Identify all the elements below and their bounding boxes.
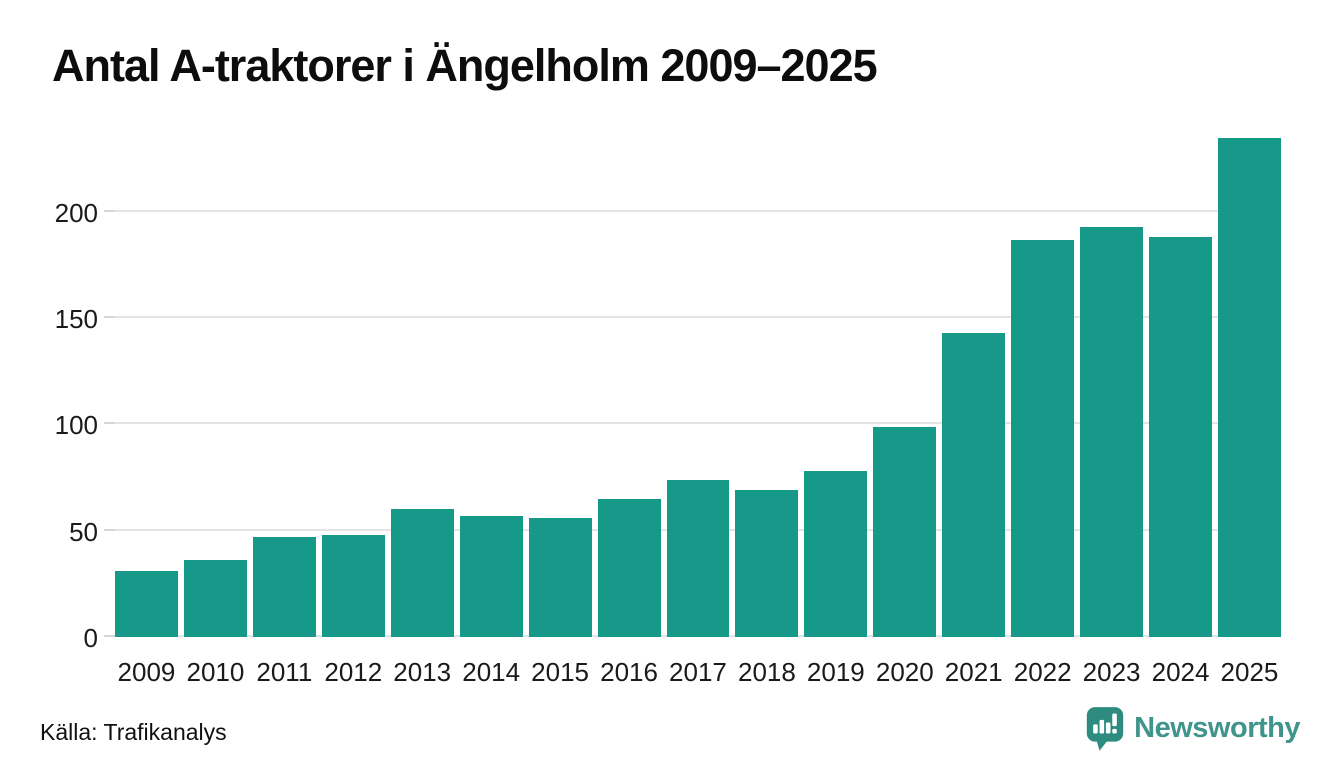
y-tick-200: [104, 209, 115, 212]
y-tick-0: [104, 635, 115, 637]
bar-2020: [873, 426, 937, 637]
bar-2019: [804, 471, 868, 637]
bar-2025: [1218, 137, 1281, 637]
y-axis: 0 50 100 150 200: [0, 112, 98, 651]
bar-2010: [183, 560, 247, 637]
bar-2021: [942, 333, 1006, 637]
bar-2009: [115, 571, 178, 637]
x-axis-label-2023: 2023: [1082, 657, 1141, 687]
y-tick-50: [104, 528, 115, 531]
bar-2016: [597, 498, 661, 637]
x-axis-label-2015: 2015: [531, 657, 590, 687]
newsworthy-logo: Newsworthy: [1085, 705, 1300, 751]
chart-title: Antal A-traktorer i Ängelholm 2009–2025: [52, 40, 878, 91]
y-tick-150: [104, 316, 115, 319]
x-axis-label-2018: 2018: [737, 657, 796, 687]
y-axis-label-50: 50: [69, 516, 98, 547]
x-axis-label-2011: 2011: [256, 657, 313, 687]
x-axis-label-2024: 2024: [1151, 657, 1210, 687]
gridline-150: [104, 316, 1281, 319]
x-axis-label-2013: 2013: [393, 657, 452, 687]
bar-2014: [459, 515, 523, 637]
y-axis-label-100: 100: [54, 410, 98, 441]
x-axis-label-2021: 2021: [944, 657, 1003, 687]
bar-2011: [252, 537, 316, 637]
x-axis-label-2020: 2020: [875, 657, 934, 687]
x-axis-label-2019: 2019: [806, 657, 865, 687]
y-axis-label-0: 0: [83, 623, 98, 653]
x-axis-label-2016: 2016: [600, 657, 658, 687]
bar-2023: [1080, 226, 1144, 637]
bar-2018: [735, 490, 799, 637]
x-axis-label-2025: 2025: [1220, 657, 1279, 687]
bars-group: [115, 112, 1281, 637]
x-axis-label-2009: 2009: [117, 657, 176, 687]
y-axis-label-200: 200: [54, 197, 98, 228]
y-axis-label-150: 150: [54, 304, 98, 335]
bar-2012: [321, 534, 385, 637]
x-axis-label-2022: 2022: [1013, 657, 1072, 687]
x-axis-label-2010: 2010: [186, 657, 245, 687]
newsworthy-wordmark: Newsworthy: [1134, 711, 1300, 744]
plot-area: [104, 112, 1281, 637]
gridline-200: [104, 209, 1281, 212]
x-axis-label-2014: 2014: [462, 657, 521, 687]
newsworthy-bubble-chart-icon: [1086, 707, 1124, 751]
gridline-100: [104, 422, 1281, 425]
bar-2013: [390, 509, 454, 637]
x-axis: 2009 2010 2011 2012 2013 2014 2015 2016 2017 2018…: [115, 657, 1281, 688]
x-axis-label-2017: 2017: [669, 657, 727, 687]
bar-2015: [528, 517, 592, 637]
y-tick-100: [104, 422, 115, 425]
bar-2017: [666, 479, 730, 637]
x-axis-label-2012: 2012: [324, 657, 383, 687]
bar-2022: [1011, 239, 1075, 637]
bar-2024: [1149, 237, 1212, 637]
source-label: Källa: Trafikanalys: [40, 719, 227, 745]
